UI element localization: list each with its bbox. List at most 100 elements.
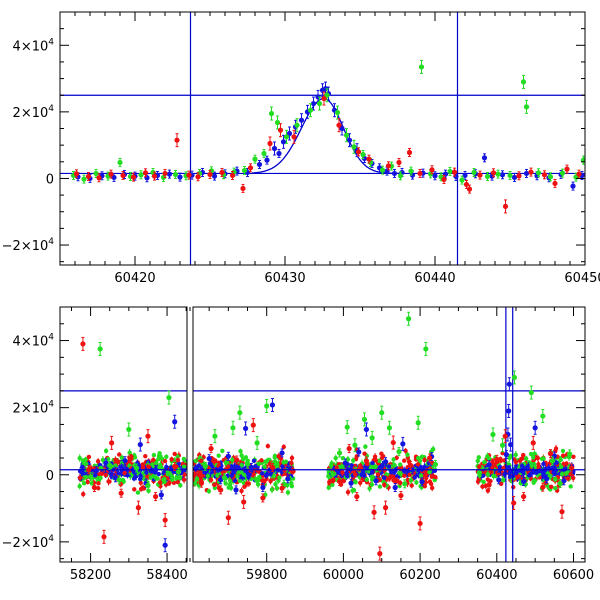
green-series-point — [557, 480, 563, 487]
season-noise-point — [107, 479, 112, 484]
season-noise-point — [528, 451, 534, 457]
red-series-point — [152, 493, 159, 500]
red-series-point — [466, 186, 473, 192]
season-noise-point — [199, 458, 204, 464]
season-noise-point — [364, 477, 369, 482]
green-series-point — [528, 389, 534, 396]
red-series-point — [142, 170, 149, 176]
blue-series-point — [162, 542, 168, 548]
green-series-point — [415, 420, 421, 426]
blue-series-point — [243, 425, 249, 432]
season-noise-point — [433, 474, 438, 480]
blue-series-point — [356, 449, 362, 455]
red-series-point — [229, 172, 236, 179]
red-series-point — [363, 458, 370, 464]
season-noise-point — [150, 457, 156, 463]
blue-series-point — [310, 100, 317, 107]
green-series-point — [447, 168, 453, 175]
green-series-point — [408, 168, 414, 174]
season-noise-point — [164, 454, 169, 459]
season-noise-point — [519, 456, 525, 461]
season-noise-point — [271, 473, 277, 479]
green-series-point — [490, 431, 496, 438]
season-noise-point — [77, 455, 82, 461]
season-noise-point — [560, 453, 566, 458]
season-noise-point — [340, 470, 345, 475]
red-series-point — [441, 176, 447, 183]
red-series-point — [162, 517, 168, 523]
red-series-point — [568, 465, 575, 471]
season-noise-point — [265, 443, 271, 449]
green-series-point — [261, 150, 267, 157]
season-noise-point — [263, 459, 268, 464]
season-noise-point — [506, 464, 512, 470]
season-noise-point — [498, 481, 504, 486]
red-series-point — [120, 172, 126, 179]
red-series-point — [502, 203, 509, 210]
season-noise-point — [115, 459, 121, 465]
season-noise-point — [242, 484, 247, 490]
red-series-point — [260, 495, 266, 501]
season-noise-point — [158, 462, 163, 468]
season-noise-point — [565, 476, 571, 481]
season-noise-point — [485, 471, 490, 477]
red-series-point — [267, 140, 273, 147]
season-noise-point — [289, 455, 295, 461]
season-noise-point — [127, 450, 132, 455]
red-series-point — [494, 456, 500, 462]
season-noise-point — [98, 475, 103, 481]
green-series-point — [294, 122, 300, 128]
season-noise-point — [277, 475, 282, 480]
blue-series-point — [256, 161, 263, 168]
season-noise-point — [223, 481, 228, 486]
red-series-point — [85, 173, 92, 180]
red-series-point — [390, 439, 396, 446]
season-noise-point — [358, 480, 363, 486]
red-series-point — [128, 456, 134, 462]
season-noise-point — [340, 456, 346, 461]
red-series-point — [552, 180, 558, 187]
season-noise-point — [550, 465, 556, 470]
green-series-point — [252, 156, 258, 162]
season-noise-point — [501, 477, 506, 483]
blue-series-point — [523, 170, 530, 177]
green-series-point — [507, 172, 513, 179]
season-noise-point — [360, 476, 366, 482]
season-noise-point — [164, 464, 169, 470]
season-noise-point — [535, 455, 540, 461]
season-noise-point — [103, 448, 109, 454]
blue-series-point — [271, 145, 278, 152]
season-noise-point — [119, 455, 125, 460]
red-series-point — [101, 534, 107, 540]
season-noise-point — [513, 452, 518, 458]
blue-series-point — [508, 441, 514, 448]
season-noise-point — [370, 475, 376, 480]
season-noise-point — [96, 481, 101, 486]
blue-series-point — [285, 476, 291, 482]
green-series-point — [344, 424, 350, 430]
season-noise-point — [89, 481, 94, 486]
top-panel-zoomed-light-curve: 60420 60430 60440 60450 −2×104 0 2×104 4×104 — [2, 11, 600, 286]
season-noise-point — [480, 473, 486, 478]
x-tick-label: 60430 — [264, 271, 305, 286]
red-series-point — [528, 169, 534, 175]
bottom-panel-full-light-curve: 58200 58400 59800 60000 60200 60400 60600 −2×10… — [2, 306, 594, 583]
y-tick-label: 0 — [46, 172, 54, 187]
green-series-point — [459, 177, 465, 183]
season-noise-point — [559, 471, 565, 477]
green-series-point — [241, 167, 248, 174]
season-noise-point — [132, 487, 137, 492]
season-noise-point — [331, 477, 336, 482]
season-noise-point — [568, 484, 573, 489]
blue-series-point — [137, 441, 143, 448]
green-series-point — [396, 449, 402, 455]
season-noise-point — [232, 478, 238, 483]
season-noise-point — [253, 464, 258, 469]
blue-series-point — [521, 478, 527, 485]
green-series-point — [175, 469, 182, 475]
season-noise-point — [80, 464, 85, 469]
x-tick-label: 58200 — [70, 568, 111, 583]
red-series-point — [366, 156, 372, 162]
red-series-point — [540, 484, 546, 490]
season-noise-point — [351, 488, 357, 493]
